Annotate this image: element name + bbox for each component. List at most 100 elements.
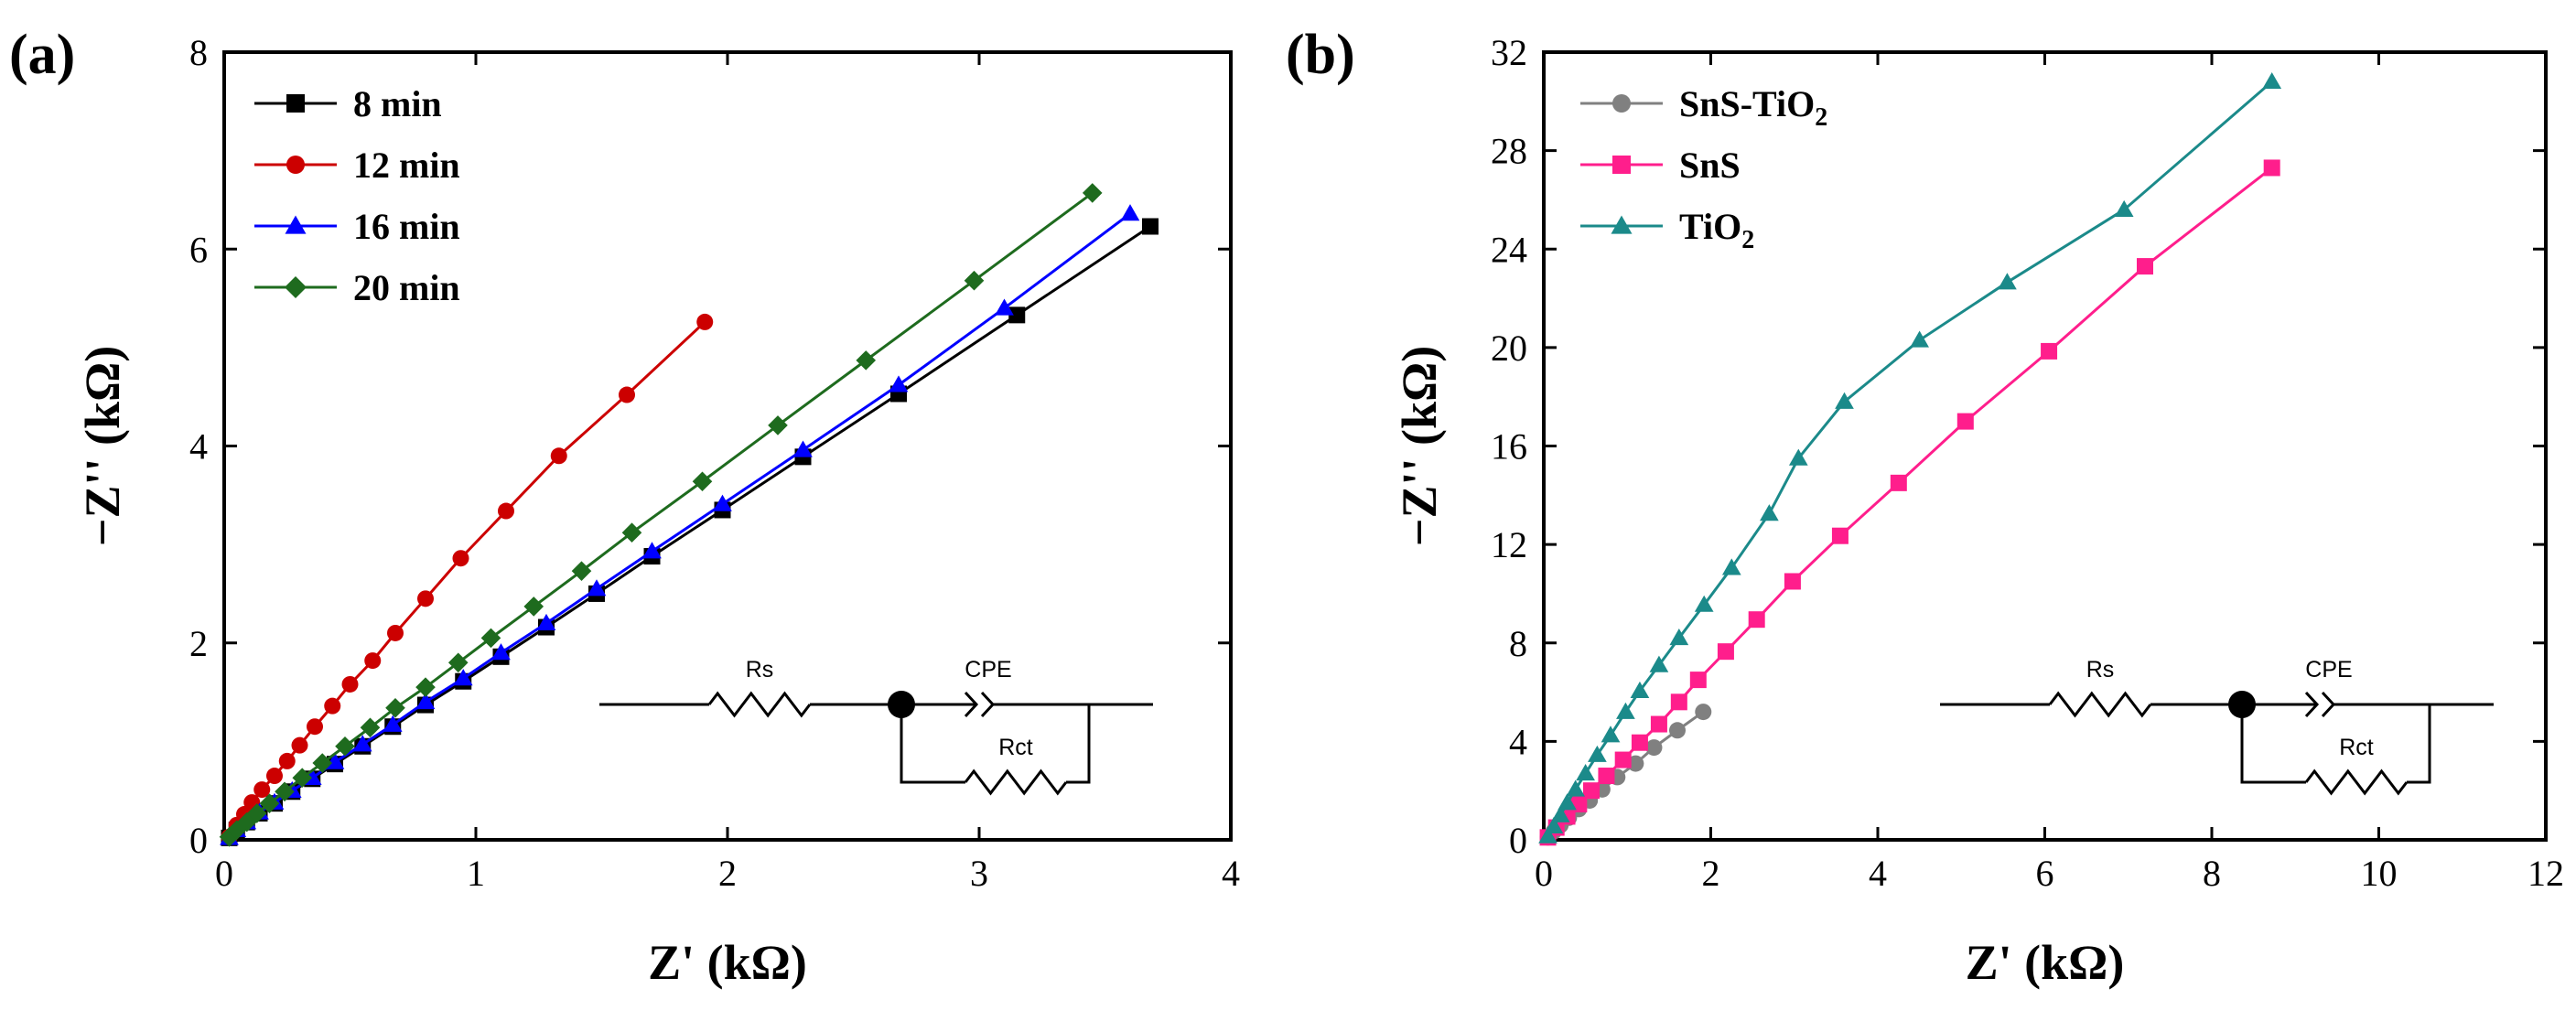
- panel-0-series-3-point: [856, 350, 877, 371]
- circuit-1-resistor-rct: [2304, 768, 2409, 796]
- panel-1-xtick-label: 2: [1702, 853, 1720, 894]
- panel-1-series-1-point: [1614, 751, 1632, 768]
- circuit-1-wire-rct-left: [2240, 704, 2306, 784]
- panel-1-legend-label-2: TiO2: [1679, 206, 1754, 254]
- panel-a-label: (a): [9, 24, 75, 86]
- panel-1-series-1-point: [1717, 643, 1734, 661]
- panel-1-ylabel: −Z'' (kΩ): [1392, 346, 1447, 547]
- panel-0-series-3-point: [692, 471, 713, 492]
- panel-b-label: (b): [1286, 24, 1355, 86]
- panel-1-series-1-point: [2263, 159, 2280, 177]
- panel-1-series-2-point: [1616, 702, 1635, 719]
- panel-0-series-1-point: [498, 502, 514, 520]
- panel-1-ytick-label: 0: [1509, 820, 1527, 861]
- panel-0-series-0-point: [1008, 306, 1026, 324]
- panel-0-ylabel: −Z'' (kΩ): [75, 346, 130, 547]
- circuit-0-resistor-rct: [964, 768, 1068, 796]
- panel-0-series-3-point: [292, 768, 313, 788]
- panel-0-series-1-point: [253, 781, 271, 799]
- panel-1-series-2-point: [1649, 655, 1669, 672]
- panel-1-ytick-label: 20: [1491, 328, 1527, 369]
- panel-1-series-2-point: [1566, 779, 1586, 797]
- panel-0-legend-marker-2: [285, 215, 307, 234]
- panel-0-legend-label-1: 12 min: [353, 145, 460, 186]
- panel-1-series-1-point: [2137, 258, 2153, 275]
- panel-0-xtick-label: 3: [970, 853, 988, 894]
- panel-1-series-2-point: [1588, 745, 1607, 762]
- panel-0-series-2-point: [383, 715, 403, 732]
- panel-1-legend-label-0: SnS-TiO2: [1679, 83, 1827, 132]
- circuit-1-wire-rct-right: [2407, 704, 2431, 784]
- panel-1-legend-label-1: SnS: [1679, 145, 1741, 186]
- panel-1-xtick-label: 4: [1869, 853, 1887, 894]
- panel-0-series-3-point: [246, 803, 267, 823]
- panel-1-series-0-point: [1645, 739, 1663, 757]
- panel-0-series-2-point: [793, 440, 813, 457]
- panel-0-series-1-point: [324, 697, 341, 715]
- circuit-0-cpe-plate-2: [980, 691, 996, 718]
- panel-0-series-1-point: [364, 652, 382, 670]
- circuit-1-label-rs: Rs: [2086, 657, 2115, 682]
- panel-1-legend-subscript-0: 2: [1815, 103, 1827, 132]
- panel-1-series-1-point: [1583, 782, 1601, 800]
- panel-1-series-1-point: [1689, 672, 1707, 689]
- panel-0-ytick-label: 0: [189, 820, 208, 861]
- panel-1-series-2-point: [1788, 448, 1808, 466]
- panel-1-ytick-label: 32: [1491, 32, 1527, 73]
- panel-1-series-1-point: [1890, 474, 1907, 491]
- panel-0-legend-label-2: 16 min: [353, 206, 460, 247]
- panel-0-ytick-label: 4: [189, 426, 208, 468]
- panel-0-legend-marker-1: [286, 156, 305, 174]
- panel-1-xlabel: Z' (kΩ): [1966, 935, 2125, 990]
- circuit-0-resistor-rs: [707, 691, 812, 718]
- panel-0-series-1-point: [619, 386, 635, 403]
- circuit-1-resistor-rs: [2048, 691, 2152, 718]
- panel-1-series-2-point: [1544, 816, 1564, 833]
- panel-0-legend-marker-0: [286, 94, 305, 113]
- circuit-1-cpe-plate-2: [2321, 691, 2336, 718]
- panel-1-ytick-label: 16: [1491, 426, 1527, 468]
- panel-0-series-1-point: [278, 752, 296, 769]
- panel-0-series-3-point: [385, 697, 405, 718]
- panel-1-series-0-point: [1627, 755, 1644, 772]
- panel-0-series-1-point: [387, 624, 404, 641]
- panel-0-series-3-point: [219, 826, 240, 847]
- panel-1-series-0-point: [1669, 722, 1686, 739]
- panel-1-series-2-point: [1576, 764, 1595, 781]
- panel-0-legend-marker-3: [285, 276, 307, 298]
- panel-0-series-2-point: [491, 643, 511, 661]
- panel-0-series-3-point: [312, 753, 333, 773]
- panel-1-series-2-point: [1557, 793, 1577, 811]
- panel-1-series-1-point: [1598, 768, 1615, 785]
- panel-0-series-1-point: [291, 736, 308, 754]
- panel-1-series-line-1: [1547, 167, 2273, 839]
- panel-1-series-2-point: [1835, 392, 1854, 409]
- panel-0-series-1-point: [266, 768, 283, 785]
- panel-1-series-2-point: [1630, 681, 1650, 698]
- panel-0-ytick-label: 6: [189, 229, 208, 270]
- panel-0-ytick-label: 2: [189, 623, 208, 664]
- panel-1-ytick-label: 24: [1491, 229, 1527, 270]
- panel-0-series-2-point: [995, 298, 1014, 316]
- panel-0-series-3-point: [964, 270, 985, 291]
- panel-0-xtick-label: 0: [215, 853, 233, 894]
- panel-1-xtick-label: 6: [2036, 853, 2054, 894]
- panel-1-legend-marker-0: [1612, 94, 1631, 113]
- panel-0-series-2-point: [536, 613, 556, 630]
- panel-0-series-1-point: [696, 313, 714, 330]
- panel-0-series-1-point: [307, 718, 323, 736]
- panel-1-legend-marker-1: [1612, 156, 1631, 174]
- panel-0-series-3-point: [259, 793, 280, 813]
- panel-0-series-2-point: [713, 494, 732, 511]
- panel-0-series-1-point: [341, 675, 359, 693]
- circuit-1-cpe-plate-1: [2304, 691, 2320, 718]
- panel-0-series-2-point: [1120, 204, 1140, 221]
- panel-0-series-3-point: [360, 717, 381, 738]
- panel-1-series-2-point: [1601, 725, 1621, 743]
- circuit-0-wire-rct-left: [900, 704, 965, 784]
- panel-0-series-0-point: [1142, 218, 1159, 235]
- panel-1-series-1-point: [1670, 693, 1687, 711]
- panel-1-xtick-label: 0: [1535, 853, 1553, 894]
